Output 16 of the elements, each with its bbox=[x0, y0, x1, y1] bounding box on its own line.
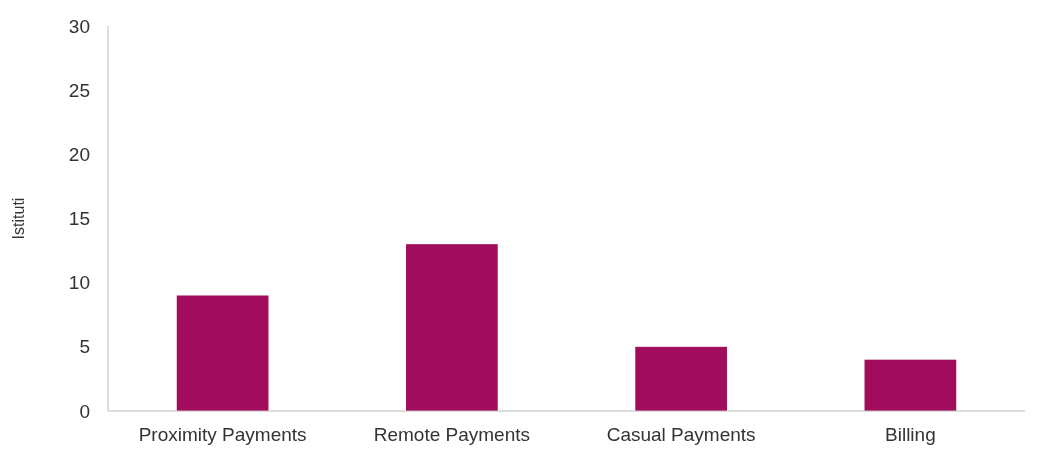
x-tick-label: Casual Payments bbox=[606, 424, 756, 445]
bar bbox=[406, 244, 498, 411]
x-tick-label: Proximity Payments bbox=[138, 424, 307, 445]
y-tick-label: 5 bbox=[79, 336, 90, 358]
bar bbox=[864, 359, 957, 411]
y-tick-label: 20 bbox=[68, 143, 90, 165]
x-tick-label: Billing bbox=[885, 424, 936, 445]
y-axis-title: Istituti bbox=[10, 197, 27, 240]
y-tick-label: 15 bbox=[68, 208, 90, 230]
y-tick-label: 30 bbox=[68, 15, 90, 37]
y-tick-label: 10 bbox=[68, 272, 90, 294]
y-tick-label: 25 bbox=[68, 79, 90, 101]
bar bbox=[176, 295, 269, 411]
y-tick-label: 0 bbox=[79, 400, 90, 422]
bar bbox=[635, 346, 727, 411]
x-tick-label: Remote Payments bbox=[373, 424, 531, 445]
